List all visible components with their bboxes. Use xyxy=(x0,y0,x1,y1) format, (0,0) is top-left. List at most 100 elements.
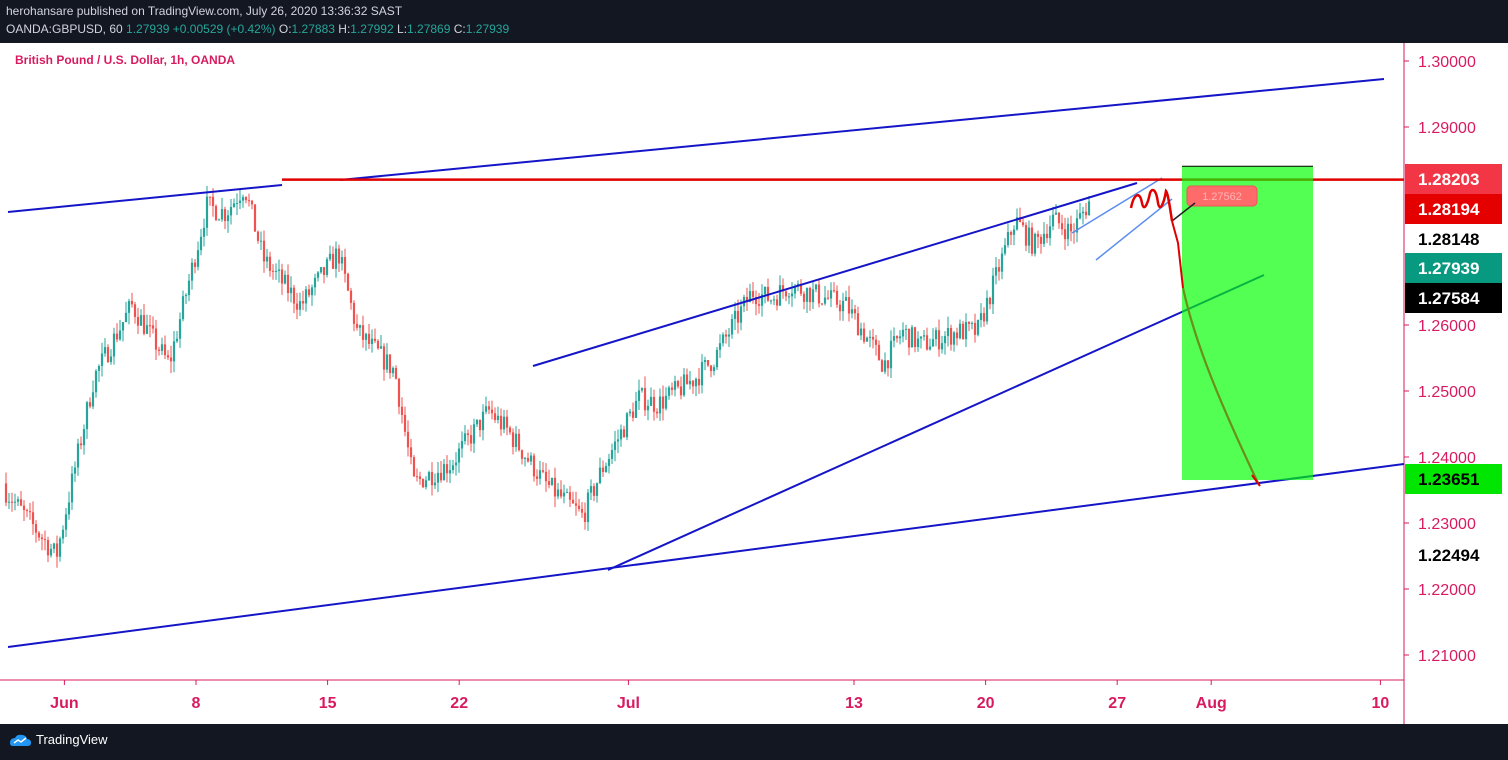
candle-body xyxy=(376,340,380,349)
chart-header: herohansare published on TradingView.com… xyxy=(0,0,1508,43)
hand-drawn-squiggle xyxy=(1129,188,1174,222)
candle-body xyxy=(1081,211,1085,214)
candle-body xyxy=(481,411,485,431)
entry-connector xyxy=(1171,202,1196,222)
candle-body xyxy=(667,387,671,396)
candle-body xyxy=(874,339,878,345)
candle-body xyxy=(817,284,821,304)
candle-body xyxy=(754,297,758,305)
candle-body xyxy=(748,291,752,303)
candle-body xyxy=(1033,233,1037,254)
candle-body xyxy=(526,457,530,462)
candle-body xyxy=(154,328,158,350)
candle-body xyxy=(697,378,701,386)
time-tick-label: 22 xyxy=(450,695,468,712)
time-tick-label: 20 xyxy=(977,695,995,712)
candle-body xyxy=(577,505,581,509)
candle-body xyxy=(844,297,848,301)
candle-body xyxy=(925,335,929,350)
entry-price-tag-label: 1.27562 xyxy=(1202,191,1242,203)
candle-body xyxy=(394,367,398,379)
candle-body xyxy=(1054,212,1058,215)
candle-body xyxy=(952,332,956,345)
candle-body xyxy=(346,273,350,291)
publisher-text: herohansare published on TradingView.com… xyxy=(6,4,403,18)
price-label-box xyxy=(1405,224,1502,254)
candle-body xyxy=(244,197,248,201)
candle-body xyxy=(208,196,212,198)
candle-body xyxy=(922,335,926,337)
candle-body xyxy=(970,322,974,324)
candle-body xyxy=(739,306,743,323)
candle-body xyxy=(397,378,401,407)
candle-body xyxy=(838,304,842,312)
candle-body xyxy=(1057,212,1061,224)
candle-body xyxy=(181,296,185,320)
price-label-text: 1.22494 xyxy=(1418,546,1480,565)
candle-body xyxy=(643,388,647,411)
price-axis[interactable]: 1.30000 1.29000 1.26000 1.25000 1.24000 1.230… xyxy=(1404,54,1502,665)
candle-body xyxy=(592,486,596,496)
candle-body xyxy=(175,338,179,342)
candle-body xyxy=(268,256,272,271)
price-tick-label: 1.21000 xyxy=(1418,648,1476,665)
candle-body xyxy=(202,227,206,237)
candle-body xyxy=(1003,245,1007,254)
candle-body xyxy=(340,257,344,264)
candle-body xyxy=(829,290,833,299)
candle-body xyxy=(232,203,236,208)
mini-channel-lower xyxy=(1095,198,1173,261)
candle-body xyxy=(877,344,881,361)
chart-svg[interactable]: British Pound / U.S. Dollar, 1h, OANDA 1… xyxy=(0,43,1508,724)
candle-body xyxy=(298,301,302,310)
candle-body xyxy=(646,405,650,411)
candle-body xyxy=(862,328,866,342)
candle-body xyxy=(691,380,695,387)
candle-body xyxy=(958,323,962,339)
candle-body xyxy=(988,297,992,305)
candle-body xyxy=(31,512,35,525)
candle-body xyxy=(418,476,422,479)
candle-body xyxy=(1018,217,1022,223)
candle-body xyxy=(658,396,662,414)
candle-body xyxy=(442,464,446,481)
candle-body xyxy=(826,297,830,299)
candle-body xyxy=(718,343,722,350)
candle-body xyxy=(1045,233,1049,239)
candle-body xyxy=(949,327,953,345)
chart-area[interactable]: British Pound / U.S. Dollar, 1h, OANDA 1… xyxy=(0,43,1508,724)
candle-body xyxy=(997,267,1001,272)
candle-body xyxy=(487,406,491,410)
candle-body xyxy=(586,492,590,523)
price-tick-label: 1.25000 xyxy=(1418,384,1476,401)
candle-body xyxy=(595,483,599,496)
candle-body xyxy=(313,277,317,288)
candle-body xyxy=(253,204,257,232)
candle-body xyxy=(280,269,284,284)
candle-body xyxy=(214,206,218,221)
candle-body xyxy=(256,231,260,241)
candle-body xyxy=(553,477,557,497)
candle-body xyxy=(217,219,221,221)
price-label-text: 1.28148 xyxy=(1418,230,1479,249)
drawings-layer: 1.27562 xyxy=(7,78,1405,648)
candle-body xyxy=(799,283,803,294)
time-axis[interactable]: Jun 8 15 22 Jul 13 20 27 Aug 10 xyxy=(50,680,1389,712)
candle-body xyxy=(106,347,110,363)
candle-body xyxy=(124,312,128,323)
candle-body xyxy=(28,511,32,513)
candle-body xyxy=(565,492,569,494)
candle-body xyxy=(367,333,371,345)
candle-body xyxy=(886,360,890,369)
candle-body xyxy=(820,303,824,305)
candle-body xyxy=(616,439,620,442)
candle-body xyxy=(184,295,188,297)
candle-body xyxy=(994,267,998,276)
candle-body xyxy=(127,300,131,313)
candle-body xyxy=(1042,233,1046,244)
time-tick-label: 8 xyxy=(192,695,201,712)
candle-body xyxy=(544,471,548,482)
tradingview-logo[interactable]: TradingView xyxy=(8,732,108,747)
chart-title: British Pound / U.S. Dollar, 1h, OANDA xyxy=(15,53,235,67)
candle-body xyxy=(493,413,497,421)
